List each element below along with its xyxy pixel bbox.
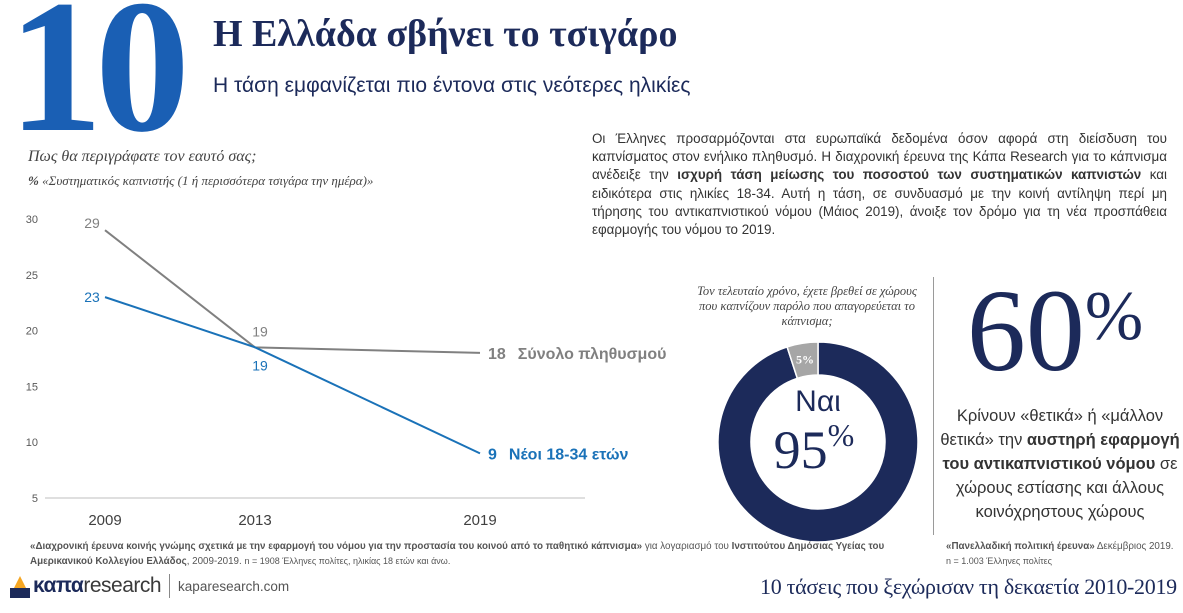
series-line-0 — [104, 229, 481, 354]
y-tick-label: 10 — [26, 437, 38, 449]
source-left-period: , 2009-2019. — [186, 556, 245, 567]
donut-main-label: Ναι — [795, 385, 841, 418]
x-tick-label: 2009 — [88, 512, 121, 529]
donut-main-number: 95 — [774, 420, 828, 480]
source-left-survey: «Διαχρονική έρευνα κοινής γνώμης σχετικά… — [30, 541, 643, 552]
stat-60-text-2: σε χώρους εστίασης και άλλους κοινόχρηστ… — [955, 455, 1178, 521]
x-tick-label: 2019 — [463, 512, 496, 529]
stat-60-text-1: Κρίνουν «θετικά» ή «μάλλον θετικά» την — [940, 407, 1164, 449]
stat-60-description: Κρίνουν «θετικά» ή «μάλλον θετικά» την α… — [940, 404, 1180, 524]
y-tick-label: 25 — [26, 270, 38, 282]
source-note-right: «Πανελλαδική πολιτική έρευνα» Δεκέμβριος… — [946, 540, 1176, 569]
logo-divider — [169, 574, 171, 598]
source-left-sample: n = 1908 Έλληνες πολίτες, ηλικίας 18 ετώ… — [244, 556, 451, 566]
data-label: 23 — [84, 289, 100, 305]
source-right-sample: n = 1.003 Έλληνες πολίτες — [946, 556, 1053, 566]
y-tick-label: 15 — [26, 381, 38, 393]
series-title: 10 τάσεις που ξεχώρισαν τη δεκαετία 2010… — [760, 574, 1177, 599]
trend-number: 10 — [8, 0, 190, 172]
stat-60-percent: % — [1084, 278, 1144, 355]
data-label: 19 — [252, 323, 268, 339]
donut-slice-0 — [718, 341, 919, 543]
chart-question: Πως θα περιγράφατε τον εαυτό σας; — [28, 148, 257, 165]
kapa-research-logo: καπαresearch kaparesearch.com — [10, 574, 289, 598]
page-subtitle: Η τάση εμφανίζεται πιο έντονα στις νεότε… — [213, 74, 691, 97]
description-paragraph: Οι Έλληνες προσαρμόζονται στα ευρωπαϊκά … — [592, 130, 1167, 239]
chart-measure-unit: % — [28, 173, 39, 188]
chart-series: 29 19 18 Σύνολο πληθυσμού 23 19 9 Νέοι 18-34 ετ… — [84, 215, 666, 463]
donut-main-value: 95% — [774, 417, 855, 480]
chart-measure-text: «Συστηματικός καπνιστής (1 ή περισσότερα… — [38, 173, 374, 188]
y-axis-ticks: 5 10 15 20 25 30 — [26, 214, 38, 505]
page-title: Η Ελλάδα σβήνει το τσιγάρο — [213, 13, 678, 55]
stat-60-number: 60 — [966, 265, 1085, 396]
donut-main-percent: % — [828, 417, 855, 453]
section-divider — [933, 277, 934, 535]
stat-60-value: 60% — [935, 272, 1175, 390]
source-right-period: Δεκέμβριος 2019. — [1094, 541, 1174, 552]
source-left-client: Ινστιτούτου Δημόσιας Υγείας του Αμερικαν… — [30, 541, 885, 567]
description-text-1: Οι Έλληνες προσαρμόζονται στα ευρωπαϊκά … — [592, 131, 1167, 183]
y-tick-label: 5 — [32, 493, 38, 505]
series-end-value: 9 — [488, 446, 497, 463]
description-text-2: και ειδικότερα στις ηλικίες 18-34. Αυτή … — [592, 167, 1168, 238]
source-note-left: «Διαχρονική έρευνα κοινής γνώμης σχετικά… — [30, 540, 930, 569]
y-tick-label: 20 — [26, 326, 38, 338]
data-label: 29 — [84, 215, 100, 231]
logo-text: καπαresearch — [33, 574, 162, 598]
y-tick-label: 30 — [26, 214, 38, 226]
x-axis-ticks: 2009 2013 2019 — [88, 512, 496, 529]
logo-mark-icon — [10, 576, 30, 598]
donut-question: Τον τελευταίο χρόνο, έχετε βρεθεί σε χώρ… — [697, 284, 917, 328]
line-chart: 5 10 15 20 25 30 2009 2013 2019 29 19 18 Σύνολο πλ… — [26, 214, 667, 529]
series-line-1 — [104, 296, 481, 455]
series-end-label: 18 Σύνολο πληθυσμού — [488, 346, 666, 363]
logo-letter-k: κ — [33, 574, 44, 597]
source-right-survey: «Πανελλαδική πολιτική έρευνα» — [946, 541, 1095, 552]
donut-small-slice-label: 5% — [796, 353, 814, 367]
series-name: Νέοι 18-34 ετών — [509, 446, 629, 463]
donut-chart: 5% Ναι 95% — [718, 341, 919, 543]
donut-slice-1 — [786, 341, 819, 380]
donut-slices — [718, 341, 919, 543]
x-tick-label: 2013 — [238, 512, 271, 529]
logo-research: research — [83, 574, 162, 597]
stat-60-highlight: αυστηρή εφαρμογή του αντικαπνιστικού νόμ… — [942, 431, 1180, 473]
series-name: Σύνολο πληθυσμού — [518, 346, 667, 363]
series-end-value: 18 — [488, 346, 506, 363]
series-end-label: 9 Νέοι 18-34 ετών — [488, 446, 629, 463]
description-highlight: ισχυρή τάση μείωσης του ποσοστού των συσ… — [677, 167, 1142, 183]
website-link[interactable]: kaparesearch.com — [178, 578, 290, 594]
chart-measure: % «Συστηματικός καπνιστής (1 ή περισσότε… — [28, 173, 373, 189]
logo-letter-apa: απα — [43, 574, 84, 597]
source-left-mid: για λογαριασμό του — [642, 541, 732, 552]
data-label: 19 — [252, 357, 268, 373]
